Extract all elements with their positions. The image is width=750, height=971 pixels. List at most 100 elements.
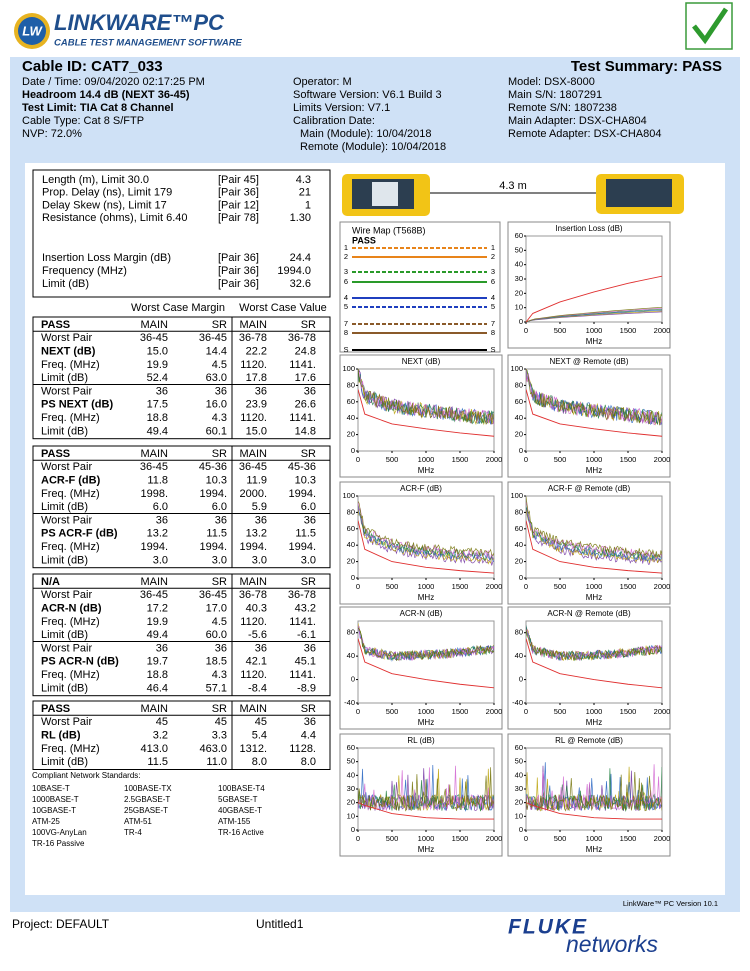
- measure-pair: [Pair 36]: [218, 265, 259, 277]
- section-cell: 8.0: [301, 756, 316, 768]
- standard: TR-4: [124, 828, 142, 837]
- plot-title: NEXT (dB): [402, 357, 441, 366]
- section-cell: PS ACR-N (dB): [41, 656, 119, 668]
- section-cell: 14.8: [295, 425, 316, 437]
- section-header: PASS: [41, 319, 70, 331]
- plot-traces: [358, 369, 494, 437]
- x-axis-label: MHz: [418, 845, 434, 854]
- section-cell: 15.0: [147, 346, 168, 358]
- measure-pair: [Pair 12]: [218, 199, 259, 211]
- x-axis-label: MHz: [586, 337, 602, 346]
- version: LinkWare™ PC Version 10.1: [623, 899, 718, 908]
- standard: ATM-155: [218, 817, 251, 826]
- section-cell: 36-45: [239, 461, 267, 473]
- x-tick-label: 2000: [654, 582, 671, 591]
- plot-title: RL @ Remote (dB): [555, 736, 623, 745]
- measured-trace: [526, 629, 662, 661]
- section-cell: 45.1: [295, 656, 316, 668]
- section-header: SR: [301, 319, 316, 331]
- measured-trace: [358, 369, 494, 425]
- section-cell: 11.5: [147, 756, 168, 768]
- y-tick-label: 10: [515, 811, 523, 820]
- plot-box: [339, 481, 503, 605]
- section-cell: 43.2: [295, 603, 316, 615]
- x-tick-label: 1500: [452, 707, 469, 716]
- section-header: MAIN: [240, 703, 268, 715]
- file-name: Untitled1: [256, 917, 304, 931]
- logo-text: LW: [22, 23, 43, 38]
- section-cell: 4.5: [212, 616, 227, 628]
- y-tick-label: 50: [515, 245, 523, 254]
- section-cell: 1994.: [199, 488, 227, 500]
- section-cell: 45: [255, 716, 267, 728]
- section-cell: 36: [156, 642, 168, 654]
- x-tick-label: 1000: [418, 455, 435, 464]
- summary-line: Model: DSX-8000: [508, 76, 595, 88]
- section-cell: 10.3: [295, 475, 316, 487]
- pin-left: 7: [344, 319, 348, 328]
- y-tick-label: 0: [519, 825, 523, 834]
- y-tick-label: 0: [519, 573, 523, 582]
- section-cell: 19.7: [147, 656, 168, 668]
- x-tick-label: 1500: [452, 834, 469, 843]
- x-tick-label: 1500: [452, 455, 469, 464]
- plot-traces: [526, 369, 662, 437]
- pin-left: 2: [344, 252, 348, 261]
- section-cell: 10.3: [206, 475, 227, 487]
- summary-line: Cable Type: Cat 8 S/FTP: [22, 115, 144, 127]
- x-tick-label: 500: [554, 707, 567, 716]
- x-tick-label: 0: [356, 834, 360, 843]
- section-header: SR: [212, 319, 227, 331]
- section-header: SR: [212, 576, 227, 588]
- standard: TR-16 Passive: [32, 839, 85, 848]
- y-tick-label: 60: [515, 743, 523, 752]
- plot-title: NEXT @ Remote (dB): [549, 357, 628, 366]
- standard: 10BASE-T: [32, 784, 70, 793]
- section-header: SR: [301, 448, 316, 460]
- section-cell: 11.5: [295, 528, 316, 540]
- y-tick-label: 0: [519, 446, 523, 455]
- section-cell: Limit (dB): [41, 554, 88, 566]
- section-cell: 36-45: [140, 332, 168, 344]
- x-tick-label: 0: [524, 582, 528, 591]
- section-cell: Limit (dB): [41, 682, 88, 694]
- section-cell: 6.0: [301, 501, 316, 513]
- y-tick-label: -40: [512, 698, 523, 707]
- x-tick-label: 1500: [620, 834, 637, 843]
- measure-value: 1: [305, 199, 311, 211]
- section-header: PASS: [41, 448, 70, 460]
- section-header: SR: [301, 703, 316, 715]
- y-tick-label: 80: [347, 507, 355, 516]
- section-cell: 40.3: [246, 603, 267, 615]
- y-tick-label: 100: [510, 491, 523, 500]
- section-cell: 2000.: [239, 488, 267, 500]
- section-cell: -5.6: [248, 629, 267, 641]
- x-tick-label: 1500: [620, 455, 637, 464]
- limit-line: [358, 520, 494, 574]
- x-axis-label: MHz: [586, 466, 602, 475]
- section-cell: 36-78: [239, 332, 267, 344]
- measure-label: Frequency (MHz): [42, 265, 127, 277]
- section-cell: Limit (dB): [41, 501, 88, 513]
- y-tick-label: 10: [515, 303, 523, 312]
- main-display: [372, 182, 398, 206]
- measured-trace: [358, 501, 494, 560]
- section-cell: 36: [255, 642, 267, 654]
- y-tick-label: 50: [515, 757, 523, 766]
- y-tick-label: 20: [347, 430, 355, 439]
- y-tick-label: 40: [515, 770, 523, 779]
- x-tick-label: 1500: [620, 707, 637, 716]
- section-cell: 11.9: [246, 475, 267, 487]
- pin-left: 5: [344, 302, 348, 311]
- link-length: 4.3 m: [499, 180, 527, 192]
- measure-label: Length (m), Limit 30.0: [42, 174, 149, 186]
- section-box: [32, 700, 331, 770]
- x-tick-label: 500: [554, 326, 567, 335]
- limit-line: [526, 638, 662, 689]
- measure-pair: [Pair 45]: [218, 174, 259, 186]
- x-tick-label: 1500: [452, 582, 469, 591]
- wire-map-box: [339, 221, 501, 353]
- section-cell: 19.9: [147, 359, 168, 371]
- plot-traces: [358, 623, 494, 689]
- x-tick-label: 2000: [486, 455, 503, 464]
